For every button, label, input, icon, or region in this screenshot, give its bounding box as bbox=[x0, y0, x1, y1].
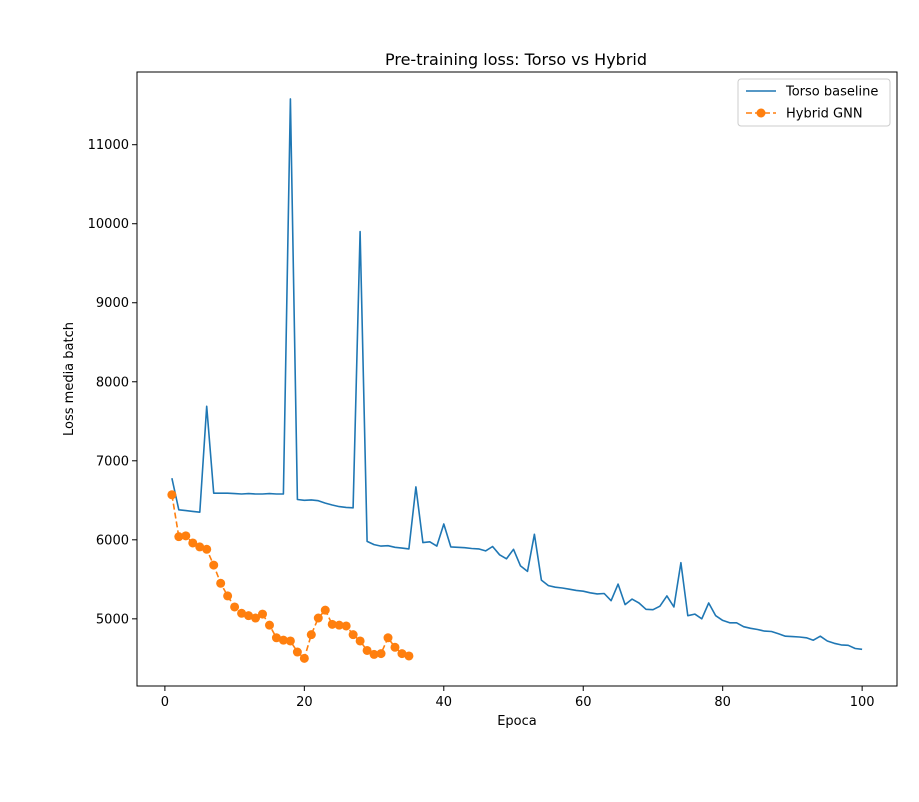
series-point bbox=[355, 636, 365, 646]
legend-marker bbox=[756, 108, 766, 118]
series-point bbox=[264, 620, 274, 630]
series-point bbox=[313, 613, 323, 623]
series-point bbox=[404, 651, 414, 661]
series-point bbox=[383, 633, 393, 643]
series-point bbox=[369, 649, 379, 659]
series-point bbox=[334, 620, 344, 630]
x-tick-label: 40 bbox=[436, 695, 453, 710]
x-axis: 0 20 40 60 80 100 bbox=[161, 686, 875, 710]
y-tick-label: 9000 bbox=[96, 296, 129, 311]
series-point bbox=[195, 542, 205, 552]
series-point bbox=[292, 647, 302, 657]
series-point bbox=[271, 633, 281, 643]
legend: Torso baseline Hybrid GNN bbox=[737, 78, 891, 127]
series-point bbox=[251, 613, 261, 623]
series-point bbox=[202, 544, 212, 554]
y-tick-label: 7000 bbox=[96, 454, 129, 469]
legend-label: Torso baseline bbox=[785, 85, 878, 100]
series-point bbox=[306, 630, 316, 640]
y-tick-label: 10000 bbox=[88, 217, 129, 232]
y-tick-label: 11000 bbox=[88, 138, 129, 153]
chart-title: Pre-training loss: Torso vs Hybrid bbox=[385, 50, 647, 69]
series-line-1 bbox=[171, 98, 863, 651]
y-axis-label: Loss media batch bbox=[62, 322, 77, 436]
series-point bbox=[216, 578, 226, 588]
series-point bbox=[209, 560, 219, 570]
legend-label: Hybrid GNN bbox=[786, 107, 863, 122]
series-point bbox=[230, 602, 240, 612]
x-tick-label: 100 bbox=[850, 695, 875, 710]
series-point bbox=[376, 649, 386, 659]
plot-area bbox=[167, 98, 863, 663]
x-tick-label: 80 bbox=[714, 695, 731, 710]
series-point bbox=[244, 611, 254, 621]
series-point bbox=[278, 635, 288, 645]
x-tick-label: 0 bbox=[161, 695, 169, 710]
plot-frame bbox=[136, 71, 898, 687]
y-axis: 5000 6000 7000 8000 9000 10000 11000 bbox=[88, 138, 137, 627]
series-point bbox=[174, 532, 184, 542]
series-point bbox=[397, 649, 407, 659]
series-point bbox=[362, 645, 372, 655]
x-axis-label: Epoca bbox=[497, 714, 537, 729]
series-point bbox=[327, 619, 337, 629]
series-point bbox=[223, 591, 233, 601]
x-tick-label: 60 bbox=[575, 695, 592, 710]
series-point bbox=[181, 531, 191, 541]
y-tick-label: 5000 bbox=[96, 612, 129, 627]
series-point bbox=[320, 605, 330, 615]
series-point bbox=[348, 630, 358, 640]
x-tick-label: 20 bbox=[296, 695, 313, 710]
series-point bbox=[285, 636, 295, 646]
series-point bbox=[258, 609, 268, 619]
series-point bbox=[299, 653, 309, 663]
series-point bbox=[188, 538, 198, 548]
series-point bbox=[390, 642, 400, 652]
y-tick-label: 8000 bbox=[96, 375, 129, 390]
series-point bbox=[167, 490, 177, 500]
series-point bbox=[341, 621, 351, 631]
y-tick-label: 6000 bbox=[96, 533, 129, 548]
series-point bbox=[237, 608, 247, 618]
